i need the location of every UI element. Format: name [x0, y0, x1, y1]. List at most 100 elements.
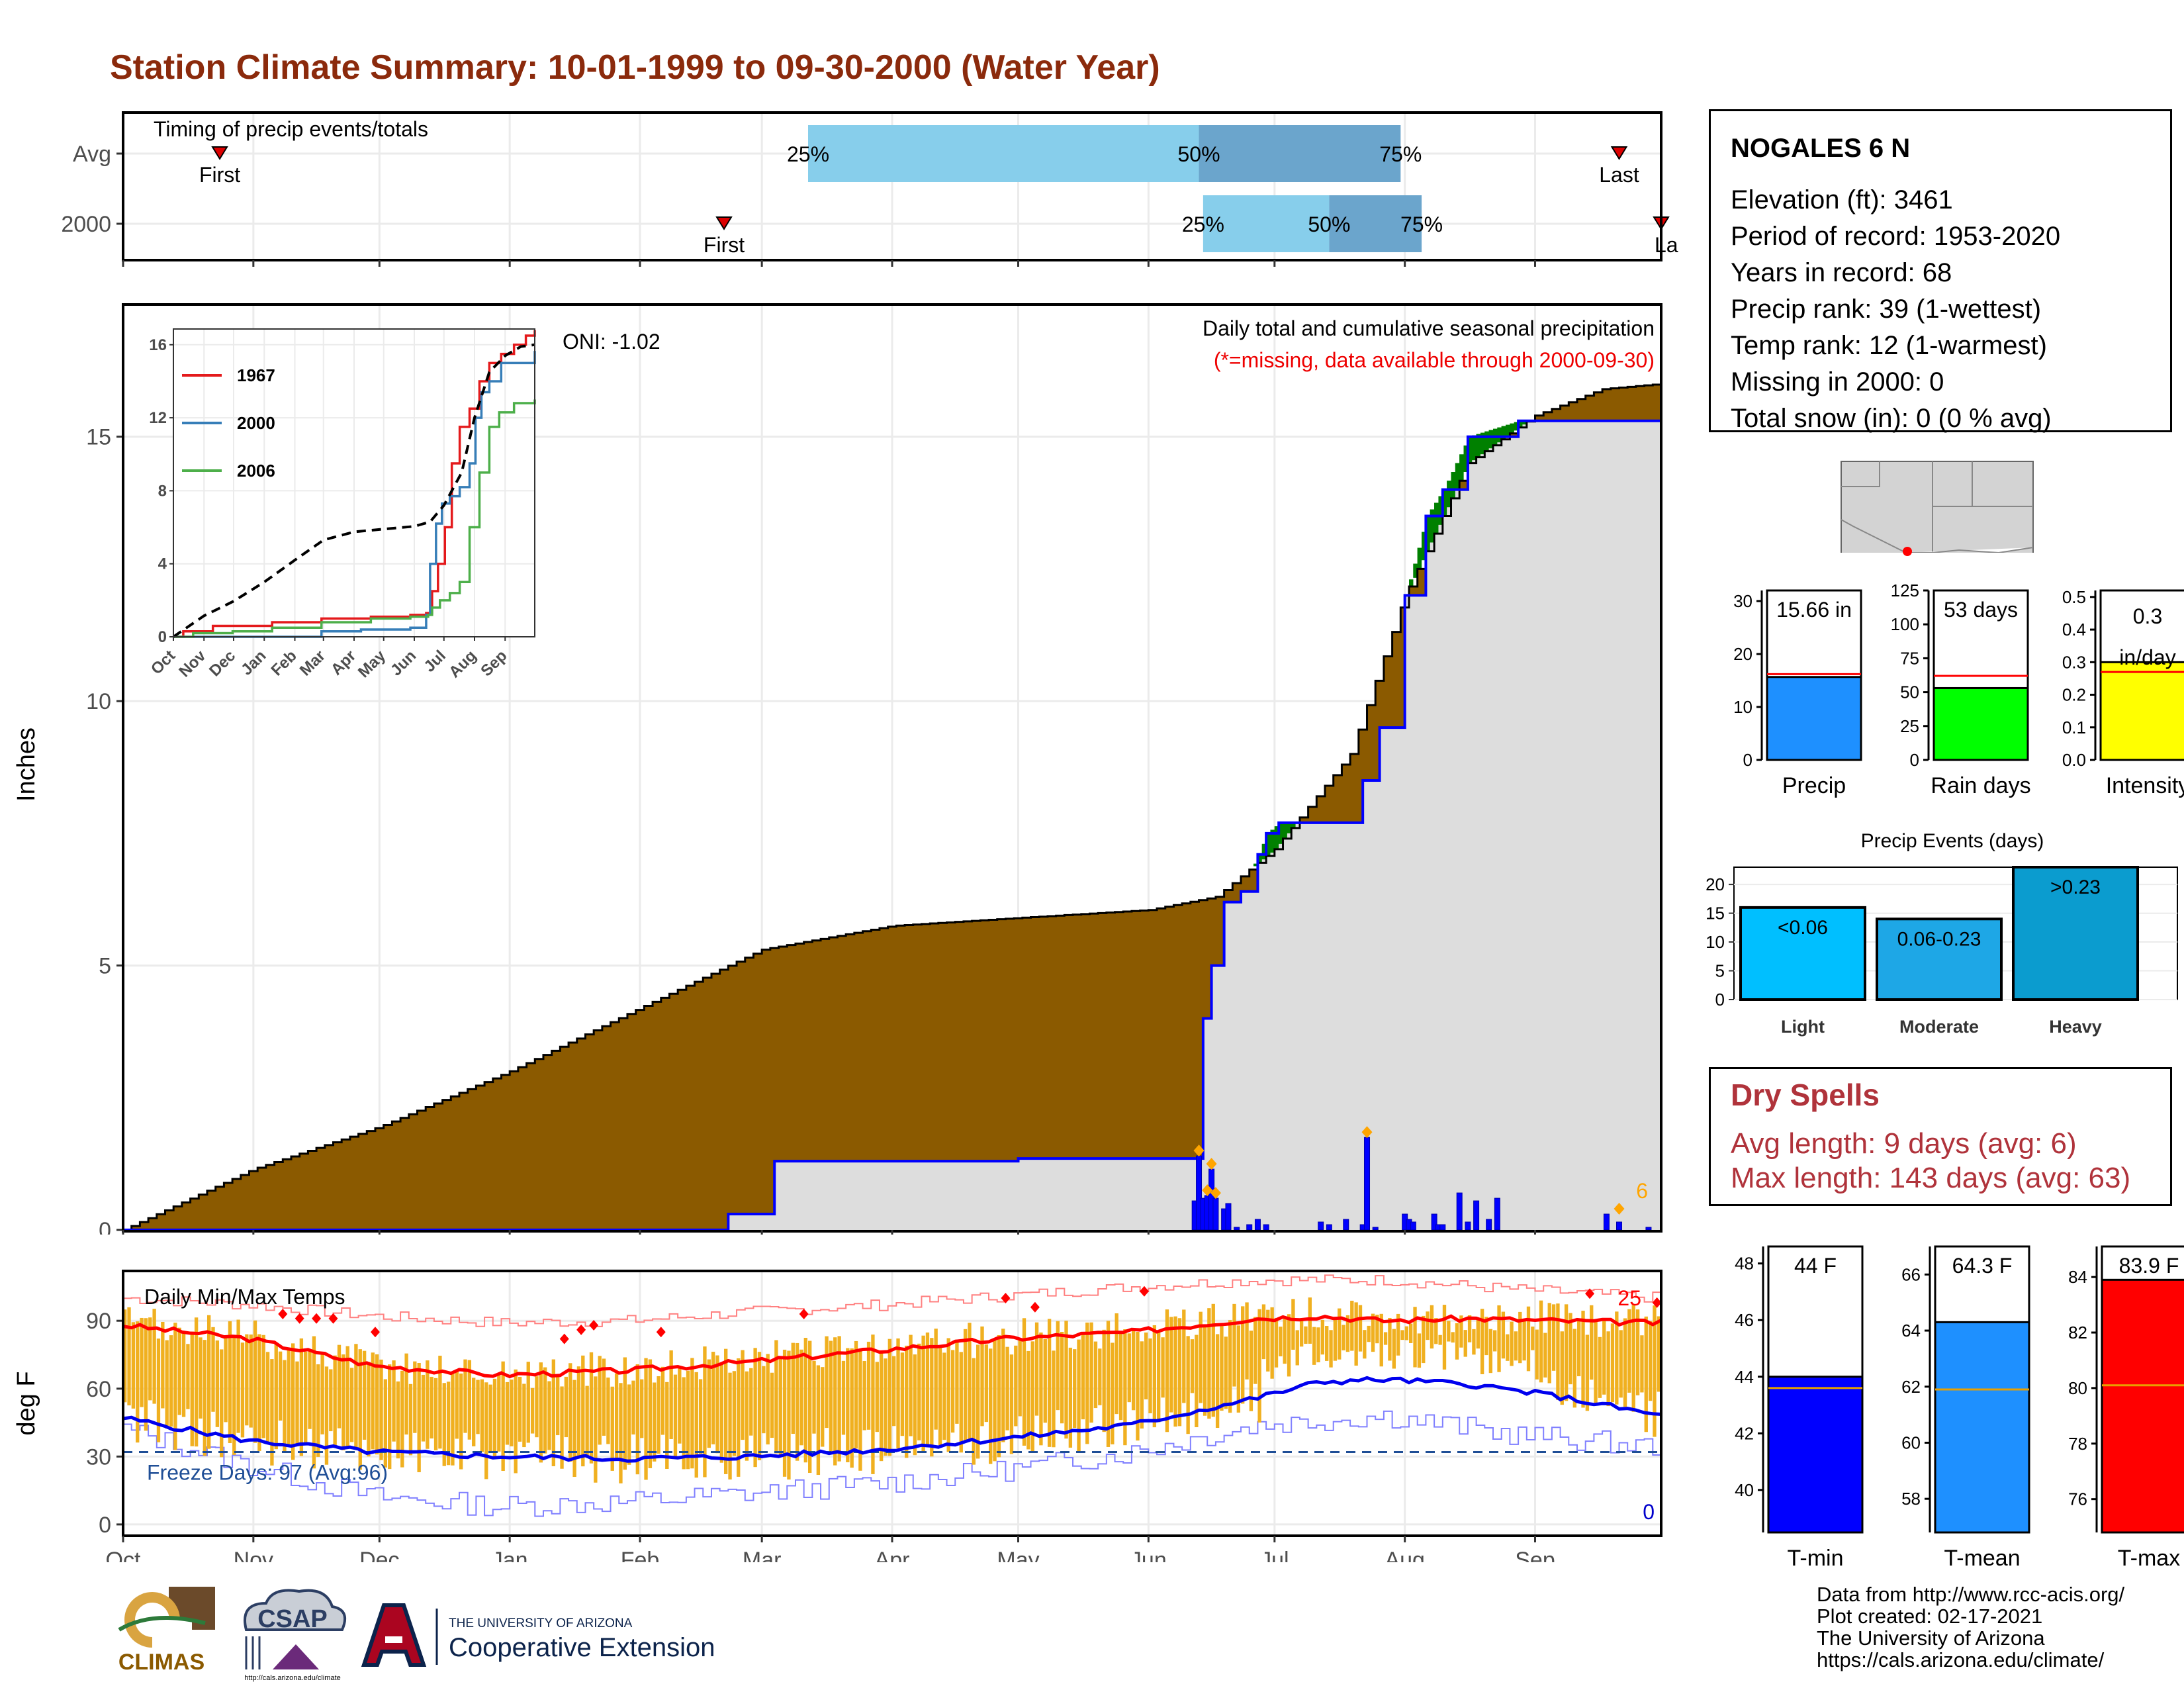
small-bar-tick-label-t-mean-62: 62 [1901, 1377, 1921, 1397]
small-bar-tick-label-t-min-46: 46 [1735, 1310, 1754, 1330]
record-high-marker [799, 1308, 809, 1319]
timing-first-label-Avg: First [199, 163, 240, 187]
inset-line-avg [172, 343, 535, 638]
x-tick-label-aug: Aug [1385, 1548, 1425, 1562]
daily-precip-bar [1456, 1192, 1463, 1231]
timing-bar-2000-q50-q75 [1329, 195, 1422, 252]
daily-temp-bar [404, 1353, 408, 1435]
precip-y-tick-label-5: 5 [99, 954, 111, 979]
daily-temp-bar [1236, 1325, 1241, 1413]
daily-temp-bar [535, 1376, 539, 1438]
inset-legend-label-2000: 2000 [237, 413, 275, 433]
daily-temp-bar [257, 1334, 261, 1451]
avg-min-temp-line [122, 1376, 1662, 1463]
precip-events-value-label-light: <0.06 [1778, 917, 1828, 939]
daily-temp-bar [426, 1360, 430, 1449]
daily-temp-bar [1279, 1327, 1283, 1356]
daily-temp-bar [345, 1346, 349, 1447]
record-high-marker [559, 1333, 569, 1344]
temp-summary-panel: 40 42 44 46 48 44 F T-min 58 60 62 64 66 64.3 F T-mea… [1688, 1235, 2184, 1585]
small-bar-tick-label-t-min-48: 48 [1735, 1254, 1754, 1274]
daily-temp-bar [1631, 1305, 1635, 1412]
inset-line-2000 [173, 351, 536, 638]
daily-temp-bar [1615, 1311, 1619, 1405]
daily-temp-bar [1560, 1331, 1564, 1405]
daily-temp-bar [1556, 1303, 1560, 1401]
daily-temp-bar [1312, 1327, 1316, 1365]
small-bar-t-max [2101, 1278, 2184, 1534]
daily-temp-bar [165, 1340, 169, 1429]
daily-temp-bar [1488, 1329, 1493, 1374]
daily-temp-bar [249, 1335, 253, 1428]
small-bar-tick-label-precip-30: 30 [1733, 591, 1752, 611]
x-tick-label-oct: Oct [106, 1548, 141, 1562]
daily-temp-bar [648, 1359, 653, 1468]
page-title: Station Climate Summary: 10-01-1999 to 0… [110, 48, 1160, 87]
timing-bar-Avg-q50-q75 [1199, 125, 1401, 182]
record-high-marker [1001, 1293, 1011, 1304]
record-high-marker [328, 1313, 338, 1324]
daily-temp-bar [884, 1358, 887, 1456]
daily-temp-bar [518, 1376, 522, 1442]
small-bar-tick-label-t-min-44: 44 [1735, 1367, 1754, 1387]
daily-temp-bar [640, 1379, 644, 1438]
timing-first-marker-Avg [211, 146, 228, 160]
daily-temp-bar [329, 1369, 333, 1432]
daily-temp-bar [283, 1360, 287, 1453]
daily-temp-bar [148, 1317, 152, 1401]
timing-panel: 25% 50% 75% First Last Avg 25% 50% 75% First La 200… [0, 99, 1681, 275]
record-high-marker [1585, 1288, 1595, 1299]
timing-y-label-Avg: Avg [73, 142, 111, 167]
daily-precip-marker [1614, 1203, 1625, 1215]
daily-temp-bar [850, 1348, 854, 1468]
timing-q75-label-Avg: 75% [1379, 142, 1422, 166]
precip-events-tick-label-10: 10 [1706, 932, 1725, 952]
daily-temp-bar [560, 1386, 564, 1469]
daily-temp-bar [1068, 1347, 1073, 1448]
daily-temp-bar [324, 1366, 329, 1465]
daily-temp-bar [379, 1359, 383, 1460]
daily-temp-bar [980, 1326, 984, 1427]
daily-temp-bar [177, 1327, 181, 1415]
daily-temp-bar [1085, 1322, 1089, 1444]
precip-events-category-moderate: Moderate [1899, 1017, 1979, 1037]
daily-temp-bar [946, 1338, 950, 1452]
precip-events-bar-moderate [1876, 917, 2003, 1001]
daily-temp-bar [140, 1317, 144, 1407]
daily-temp-bar [1497, 1305, 1501, 1372]
daily-precip-marker [1210, 1187, 1221, 1199]
small-bar-value-label-t-max: 83.9 F [2119, 1254, 2179, 1278]
small-bar-tick-label-precip-20: 20 [1733, 644, 1752, 664]
small-bar-tick-label-rain days-25: 25 [1900, 716, 1919, 736]
daily-temp-bar [572, 1380, 576, 1477]
daily-temp-bar [606, 1377, 610, 1444]
inset-y-tick-label-12: 12 [149, 409, 167, 427]
record-high-marker [1652, 1297, 1662, 1308]
daily-temp-bar [1338, 1308, 1342, 1360]
record-high-marker [1030, 1301, 1040, 1313]
daily-temp-bar [757, 1352, 762, 1460]
daily-temp-bar [530, 1387, 535, 1434]
daily-temp-bar [455, 1369, 459, 1439]
daily-temp-bar [917, 1343, 921, 1440]
daily-temp-bar [1245, 1302, 1249, 1380]
daily-temp-bar [1543, 1333, 1547, 1378]
daily-temp-bar [245, 1334, 249, 1426]
daily-temp-bar [1404, 1326, 1409, 1340]
current-cumulative-line [123, 401, 1662, 1231]
daily-temp-bar [1392, 1329, 1396, 1369]
daily-temp-bar [1026, 1350, 1030, 1450]
daily-temp-bar [316, 1364, 320, 1457]
daily-temp-bar [1526, 1306, 1531, 1372]
climas-logo-text: CLIMAS [118, 1650, 205, 1675]
daily-temp-bar [1077, 1339, 1081, 1453]
temp-summary-chart: 40 42 44 46 48 44 F T-min 58 60 62 64 66 64.3 F T-mea… [1735, 1245, 2184, 1571]
daily-temp-bar [497, 1375, 501, 1452]
x-tick-label-mar: Mar [743, 1548, 782, 1562]
daily-temp-bar [308, 1351, 312, 1429]
daily-temp-bar [762, 1366, 766, 1434]
daily-temp-bar [413, 1361, 417, 1433]
station-missing: Missing in 2000: 0 [1731, 367, 1944, 397]
daily-temp-bar [1186, 1336, 1190, 1434]
daily-temp-bar [543, 1367, 547, 1454]
